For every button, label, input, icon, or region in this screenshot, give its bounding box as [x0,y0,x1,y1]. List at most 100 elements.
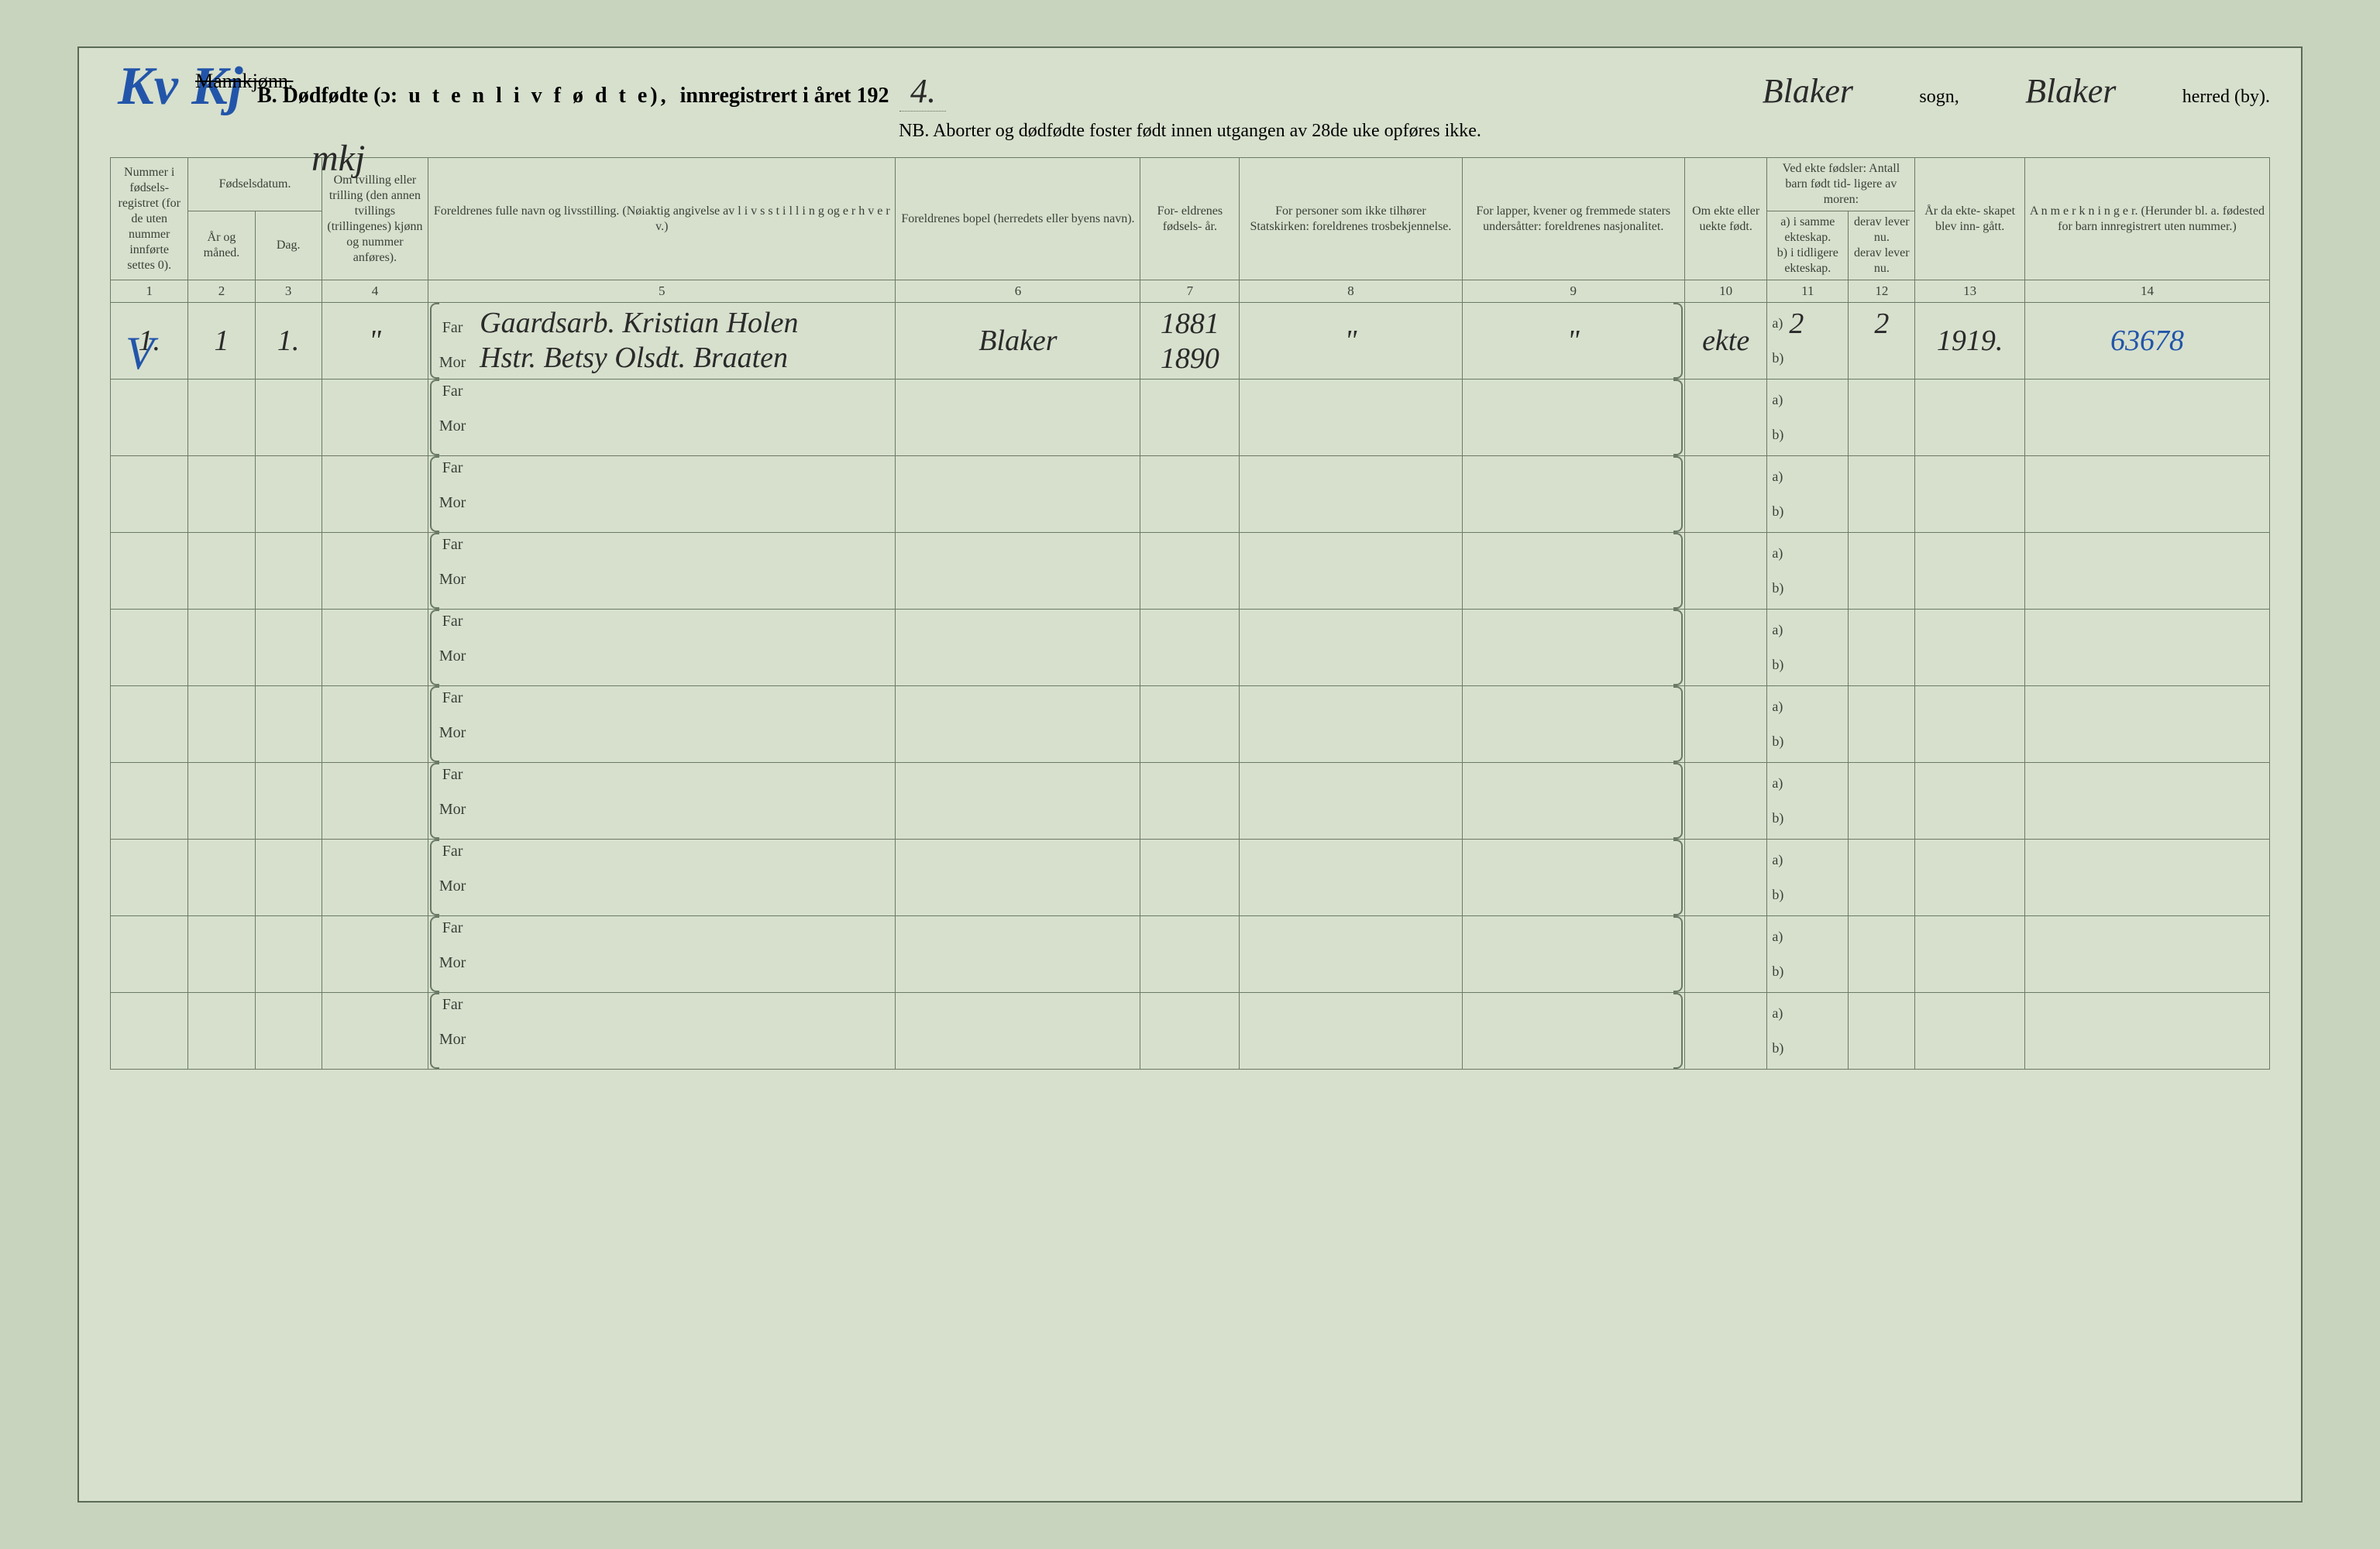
cell-ab-count: a) b) [1767,456,1849,533]
table-row: Far Mor a) b) [111,380,2270,456]
header-herred-label: herred (by). [2182,87,2270,108]
cell-tros [1240,993,1462,1070]
colnum-10: 10 [1684,280,1767,303]
a-label: a) [1772,545,1783,562]
cell-ekteskap-aar [1915,840,2024,916]
cell-dag [255,840,322,916]
col-3-header: Dag. [255,211,322,280]
cell-nasj: " [1462,303,1684,380]
col-12a: derav lever nu. [1853,215,1910,246]
cell-ar [188,610,255,686]
cell-ar [188,380,255,456]
cell-ab-lever [1849,840,1915,916]
header-nb: NB. Aborter og dødfødte foster født inne… [110,121,2270,142]
cell-ekte [1684,380,1767,456]
cell-bopel [896,380,1140,456]
cell-tvilling [322,686,428,763]
cell-anm [2024,456,2269,533]
a-label: a) [1772,699,1783,715]
cell-anm [2024,916,2269,993]
cell-fodselsaar [1140,686,1240,763]
cell-ekte [1684,916,1767,993]
cell-nasj [1462,916,1684,993]
cell-ab-count: a) b) [1767,916,1849,993]
cell-ar [188,533,255,610]
cell-tvilling [322,840,428,916]
cell-anm [2024,993,2269,1070]
cell-ab-count: a) b) [1767,610,1849,686]
colnum-4: 4 [322,280,428,303]
cell-fodselsaar [1140,993,1240,1070]
cell-fodselsaar [1140,916,1240,993]
annotation-mannkjonn: Mannkjønn. [195,70,293,93]
cell-ab-lever [1849,456,1915,533]
a-label: a) [1772,1005,1783,1022]
col-12-header: derav lever nu. derav lever nu. [1849,211,1915,280]
table-row: Far Mor a) b) [111,456,2270,533]
colnum-7: 7 [1140,280,1240,303]
cell-ekte [1684,456,1767,533]
cell-nasj [1462,533,1684,610]
col-12b: derav lever nu. [1853,246,1910,276]
colnum-12: 12 [1849,280,1915,303]
cell-dag [255,533,322,610]
cell-bopel [896,916,1140,993]
col-6-header: Foreldrenes bopel (herredets eller byens… [896,158,1140,280]
cell-tros [1240,456,1462,533]
cell-ekteskap-aar [1915,993,2024,1070]
cell-tvilling [322,380,428,456]
col-11a: a) i samme ekteskap. [1772,215,1843,246]
b-label: b) [1772,887,1783,903]
cell-ab-count: a) b) [1767,686,1849,763]
a-label: a) [1772,929,1783,945]
cell-num [111,840,188,916]
table-body: 1. 1 1. " FarGaardsarb. Kristian Holen M… [111,303,2270,1070]
cell-foreldre: Far Mor [428,763,896,840]
a-label: a) [1772,469,1783,485]
column-number-row: 1 2 3 4 5 6 7 8 9 10 11 12 13 14 [111,280,2270,303]
cell-ab-lever: 2 [1849,303,1915,380]
cell-tros [1240,533,1462,610]
cell-ab-count: a)2 b) [1767,303,1849,380]
register-page: Kv Kj Mannkjønn. mkj V B. Dødfødte (ɔ: u… [77,46,2303,1503]
col-10-header: Om ekte eller uekte født. [1684,158,1767,280]
colnum-8: 8 [1240,280,1462,303]
cell-dag [255,916,322,993]
cell-foreldre: FarGaardsarb. Kristian Holen MorHstr. Be… [428,303,896,380]
header-spaced: u t e n l i v f ø d t e), [408,84,669,108]
cell-fodselsaar [1140,610,1240,686]
cell-tvilling [322,456,428,533]
cell-ab-lever [1849,610,1915,686]
cell-foreldre: Far Mor [428,686,896,763]
header-registered: innregistrert i året 192 [680,84,889,108]
cell-ab-count: a) b) [1767,840,1849,916]
cell-dag [255,763,322,840]
cell-nasj [1462,993,1684,1070]
cell-fodselsaar [1140,840,1240,916]
cell-bopel [896,840,1140,916]
cell-ab-lever [1849,916,1915,993]
cell-ar [188,840,255,916]
cell-num [111,610,188,686]
cell-nasj [1462,610,1684,686]
cell-tros [1240,916,1462,993]
cell-ekte: ekte [1684,303,1767,380]
cell-anm [2024,610,2269,686]
cell-ab-count: a) b) [1767,993,1849,1070]
cell-anm [2024,380,2269,456]
cell-anm [2024,533,2269,610]
cell-tros [1240,610,1462,686]
table-row: Far Mor a) b) [111,686,2270,763]
table-row: Far Mor a) b) [111,993,2270,1070]
cell-fodselsaar [1140,456,1240,533]
col-2-3-group: Fødselsdatum. [188,158,322,211]
table-row: 1. 1 1. " FarGaardsarb. Kristian Holen M… [111,303,2270,380]
cell-bopel [896,456,1140,533]
header-herred-value: Blaker [1970,71,2172,111]
annotation-v-mark: V [126,327,154,380]
cell-dag [255,686,322,763]
b-label: b) [1772,427,1783,443]
cell-ar: 1 [188,303,255,380]
cell-anm [2024,686,2269,763]
cell-num [111,533,188,610]
